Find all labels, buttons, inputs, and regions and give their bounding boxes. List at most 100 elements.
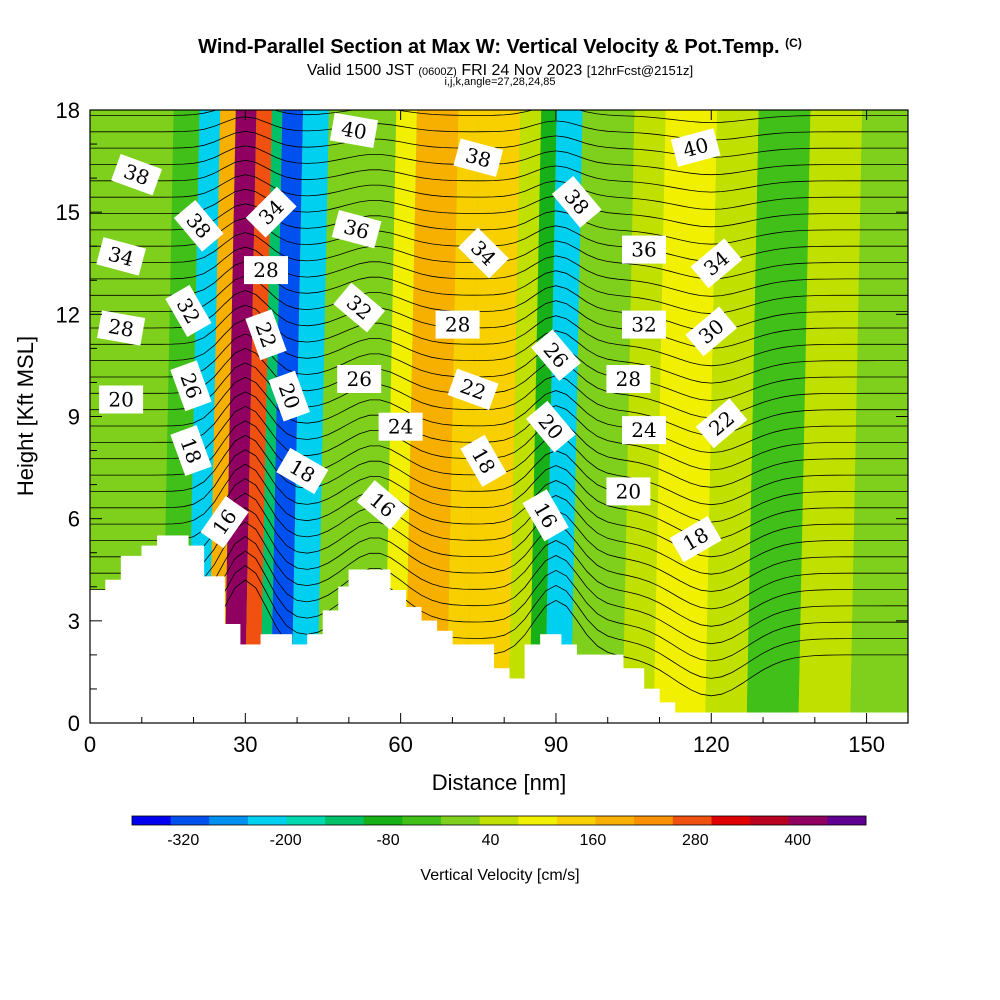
contour-label-box [337, 365, 382, 393]
contour-label-box [606, 365, 651, 393]
contour-label: 26 [337, 365, 382, 393]
contour-label-box [200, 496, 249, 549]
colorbar-swatch [788, 816, 828, 825]
contour-label-text: 40 [339, 116, 368, 144]
contour-label-box [356, 480, 409, 530]
colorbar-tick-label: 280 [682, 832, 709, 849]
contour-labels: 3834282038322618163428222018403632262416… [96, 112, 748, 563]
x-tick-label: 120 [693, 732, 730, 757]
contour-label: 22 [245, 309, 287, 361]
contour-label: 24 [378, 412, 423, 441]
x-tick-label: 30 [233, 732, 257, 757]
theta-contour-line [90, 550, 908, 662]
valid-time: Valid 1500 JST [306, 62, 414, 79]
valid-date: FRI 24 Nov 2023 [461, 62, 583, 79]
y-tick-label: 9 [68, 405, 80, 430]
theta-contour-line [90, 449, 908, 540]
theta-contour-line [90, 362, 908, 436]
contour-label-box [551, 176, 602, 228]
colorbar-swatch [325, 816, 365, 825]
theta-contour-line [90, 130, 908, 158]
theta-contour-line [90, 304, 908, 367]
y-tick-label: 18 [56, 98, 80, 123]
contour-label: 40 [329, 112, 379, 149]
contour-label-box [268, 370, 310, 422]
contour-label-box [522, 489, 569, 542]
colorbar-tick-label: -80 [376, 832, 399, 849]
theta-contour-line [90, 405, 908, 488]
y-tick-label: 12 [56, 302, 80, 327]
contour-label-text: 26 [346, 367, 371, 391]
contour-label-box [453, 138, 504, 177]
contour-label: 28 [244, 256, 288, 285]
contour-label-box [170, 425, 212, 477]
contour-label-box [525, 400, 576, 453]
contour-label-box [99, 385, 144, 414]
contour-label-text: 24 [388, 415, 413, 439]
y-tick-label: 3 [68, 609, 80, 634]
chart-subtitle: Valid 1500 JST (0600Z) FRI 24 Nov 2023 [… [0, 62, 1000, 80]
contour-label-text: 36 [631, 238, 656, 262]
colorbar-swatch [209, 816, 249, 825]
contour-label-box [165, 284, 212, 337]
contour-label: 20 [99, 385, 144, 414]
theta-contour-line [90, 188, 908, 228]
contour-label: 36 [331, 209, 382, 249]
theta-contour-line [90, 376, 908, 454]
colorbar-swatch [634, 816, 674, 825]
contour-label: 20 [606, 477, 651, 506]
y-axis-title: Height [Kft MSL] [13, 336, 38, 496]
chart-title: Wind-Parallel Section at Max W: Vertical… [0, 36, 1000, 59]
colorbar-swatch [402, 816, 442, 825]
x-tick-label: 60 [388, 732, 412, 757]
x-tick-label: 150 [848, 732, 885, 757]
contour-label-box [690, 238, 743, 289]
velocity-band [508, 110, 542, 723]
theta-contour-line [90, 110, 908, 124]
contour-label: 20 [268, 370, 310, 422]
colorbar-tick-label: 40 [482, 832, 500, 849]
contour-label-text: 32 [631, 313, 656, 337]
velocity-band [446, 110, 480, 723]
colorbar-swatch [441, 816, 481, 825]
y-tick-label: 15 [56, 200, 80, 225]
colorbar-tick-label: -200 [270, 832, 302, 849]
contour-label-box [378, 412, 423, 441]
colorbar-tick-label: 400 [784, 832, 811, 849]
contour-label-text: 28 [616, 367, 641, 391]
colorbar-swatch [479, 816, 519, 825]
contour-label-box [244, 256, 288, 285]
contour-label-box [170, 360, 212, 412]
theta-contour-line [90, 536, 908, 645]
colorbar-swatch [170, 816, 210, 825]
contour-label-box [173, 199, 224, 252]
contour-label-box [331, 209, 382, 249]
chart-title-text: Wind-Parallel Section at Max W: Vertical… [198, 36, 780, 58]
terrain-mask [89, 535, 909, 724]
theta-contour-line [90, 246, 908, 297]
contour-label-box [531, 329, 581, 382]
y-tick-label: 0 [68, 711, 80, 736]
x-axis-title: Distance [nm] [432, 770, 567, 795]
contour-label-text: 20 [108, 388, 133, 412]
velocity-band [850, 110, 908, 723]
contour-label-box [276, 447, 329, 495]
contour-label-box [685, 306, 738, 357]
contour-label: 26 [170, 360, 212, 412]
theta-contour-line [90, 579, 908, 697]
contour-label: 38 [111, 154, 163, 196]
contour-label-box [96, 237, 146, 276]
theta-contour-line [90, 565, 908, 679]
terrain [89, 535, 909, 724]
theta-contour-line [90, 217, 908, 262]
contour-label: 28 [97, 310, 146, 346]
contour-label: 38 [453, 138, 504, 177]
contour-label-box [622, 416, 666, 445]
contour-label-box [622, 235, 666, 264]
contour-label-box [458, 227, 509, 279]
contour-label-box [669, 515, 722, 563]
contour-label: 32 [622, 310, 666, 339]
colorbar-swatch [247, 816, 287, 825]
